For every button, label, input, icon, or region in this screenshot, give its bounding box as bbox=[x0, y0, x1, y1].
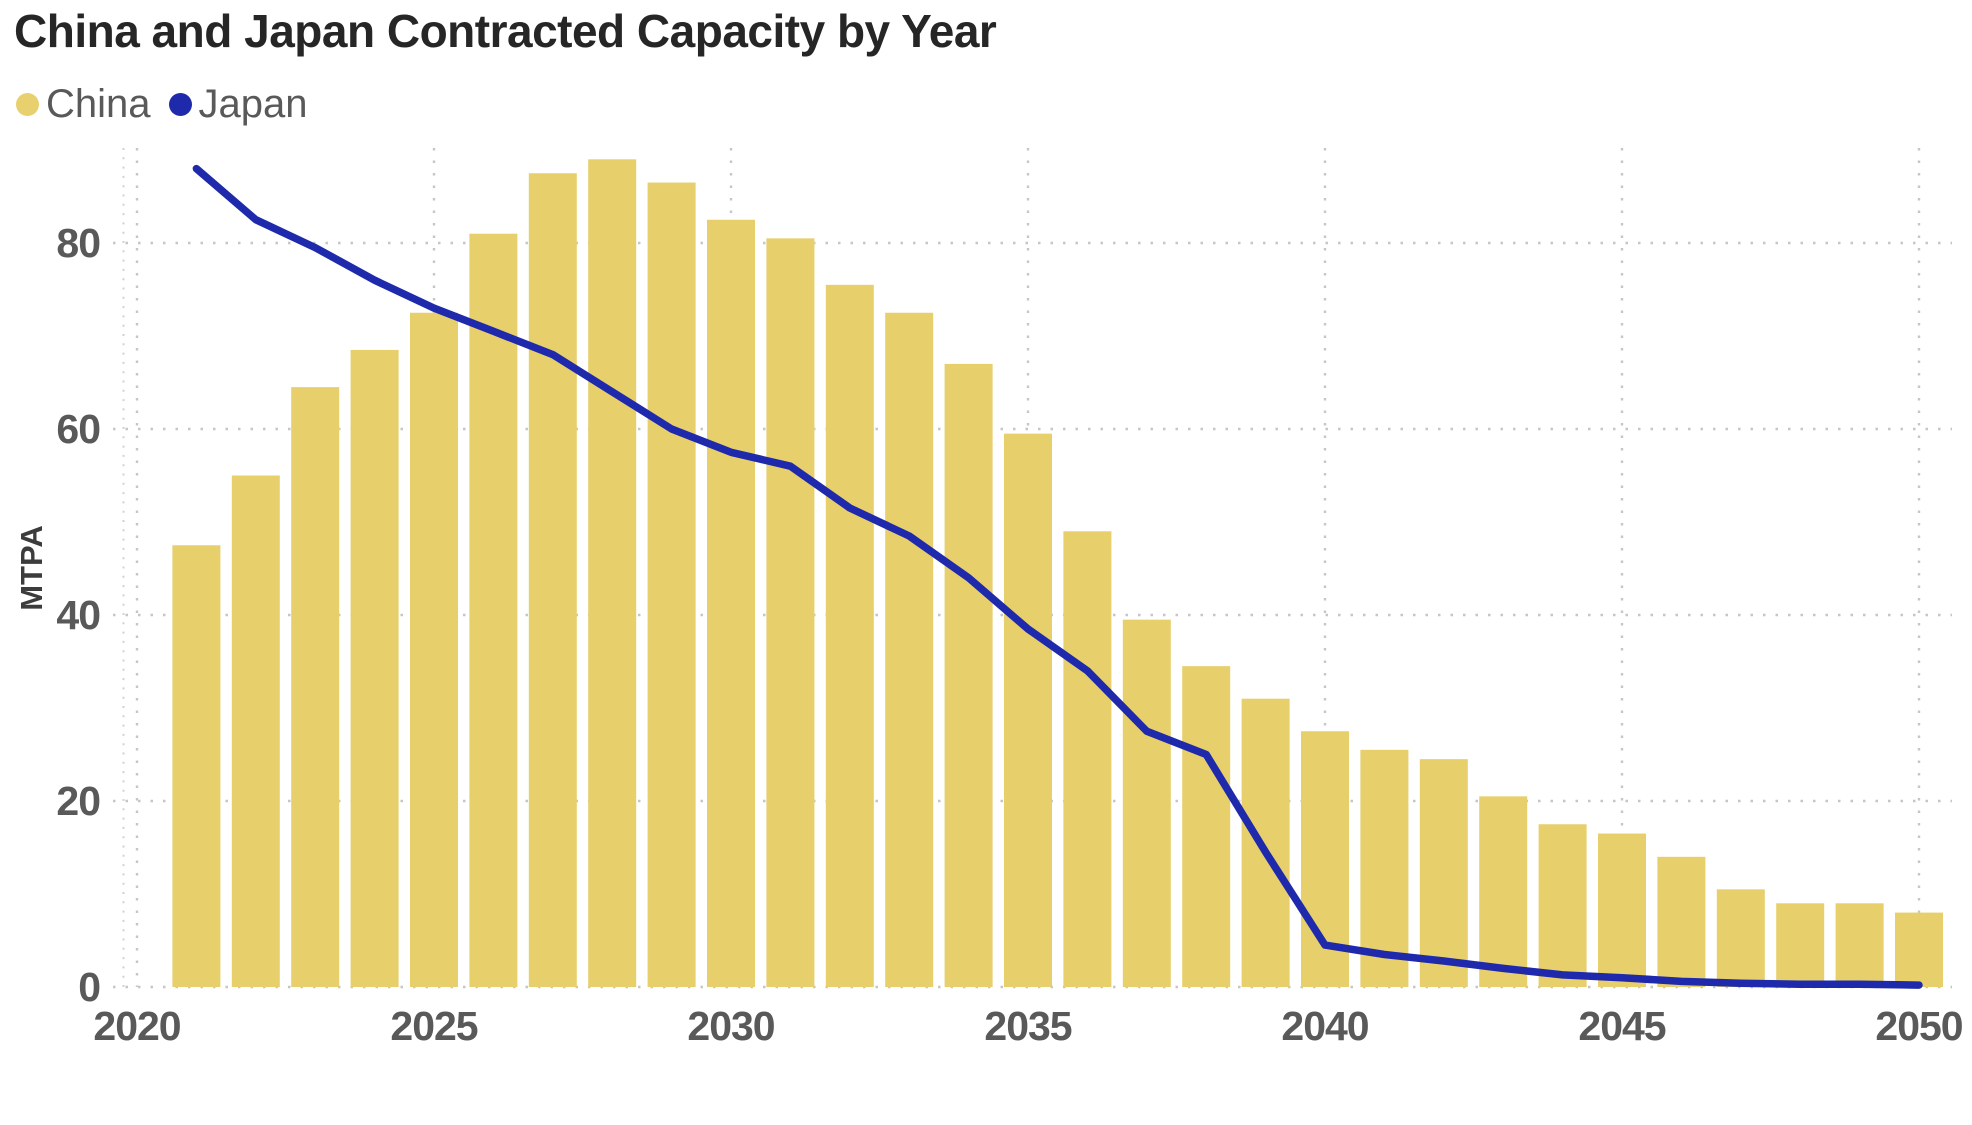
bar-2037[interactable] bbox=[1122, 619, 1171, 987]
y-tick-label-40: 40 bbox=[56, 592, 100, 638]
japan-series-dot-icon bbox=[168, 93, 192, 116]
china-series-dot-icon bbox=[16, 93, 39, 116]
legend-item-china[interactable]: China bbox=[16, 82, 151, 127]
bar-2045[interactable] bbox=[1598, 833, 1646, 987]
y-tick-label-80: 80 bbox=[56, 220, 100, 266]
bar-2026[interactable] bbox=[469, 233, 518, 987]
bar-2049[interactable] bbox=[1835, 903, 1884, 987]
legend-item-japan[interactable]: Japan bbox=[168, 82, 308, 127]
page-title: China and Japan Contracted Capacity by Y… bbox=[14, 5, 997, 57]
bar-2046[interactable] bbox=[1657, 856, 1706, 987]
x-tick-label-2050: 2050 bbox=[1875, 1003, 1962, 1049]
bar-2033[interactable] bbox=[885, 312, 934, 987]
x-tick-label-2020: 2020 bbox=[93, 1003, 180, 1049]
bar-2031[interactable] bbox=[766, 238, 815, 988]
bar-2041[interactable] bbox=[1360, 749, 1409, 987]
bar-2050[interactable] bbox=[1895, 912, 1943, 987]
bar-2048[interactable] bbox=[1776, 903, 1825, 987]
y-tick-label-20: 20 bbox=[56, 778, 100, 824]
legend: China Japan bbox=[16, 82, 308, 127]
bar-2028[interactable] bbox=[588, 159, 637, 988]
x-tick-label-2035: 2035 bbox=[984, 1003, 1071, 1049]
bar-2030[interactable] bbox=[707, 219, 755, 987]
y-tick-label-0: 0 bbox=[78, 964, 100, 1010]
y-tick-label-60: 60 bbox=[56, 406, 100, 452]
legend-label-japan: Japan bbox=[198, 82, 308, 126]
bar-2042[interactable] bbox=[1419, 759, 1468, 987]
legend-label-china: China bbox=[46, 82, 151, 126]
bar-2032[interactable] bbox=[825, 284, 874, 988]
bar-2025[interactable] bbox=[410, 312, 458, 987]
x-tick-label-2025: 2025 bbox=[390, 1003, 477, 1049]
bar-2047[interactable] bbox=[1716, 889, 1765, 987]
x-tick-label-2040: 2040 bbox=[1281, 1003, 1368, 1049]
bar-2029[interactable] bbox=[647, 182, 696, 988]
bar-2044[interactable] bbox=[1538, 824, 1587, 987]
bar-2027[interactable] bbox=[528, 173, 577, 987]
bar-2021[interactable] bbox=[172, 545, 221, 987]
bar-2034[interactable] bbox=[944, 363, 993, 987]
x-tick-label-2045: 2045 bbox=[1578, 1003, 1665, 1049]
bar-2035[interactable] bbox=[1004, 433, 1052, 987]
japan-line[interactable] bbox=[192, 164, 1923, 989]
bar-2038[interactable] bbox=[1182, 666, 1231, 987]
x-tick-label-2030: 2030 bbox=[687, 1003, 774, 1049]
bar-2022[interactable] bbox=[231, 475, 280, 988]
bar-2023[interactable] bbox=[291, 387, 340, 987]
bar-2024[interactable] bbox=[350, 349, 399, 987]
bar-2039[interactable] bbox=[1241, 698, 1290, 987]
y-axis-title: MTPA bbox=[14, 525, 49, 611]
bar-2043[interactable] bbox=[1479, 796, 1528, 987]
bar-2036[interactable] bbox=[1063, 531, 1112, 987]
